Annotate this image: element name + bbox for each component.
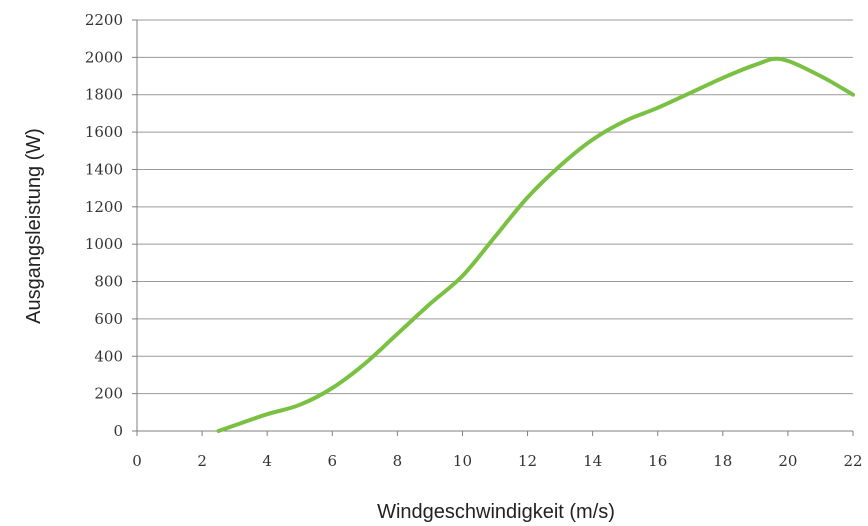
x-tick-label: 12 bbox=[518, 452, 537, 470]
x-tick-label: 20 bbox=[778, 452, 797, 470]
y-tick-label: 1200 bbox=[85, 198, 123, 216]
x-tick-label: 4 bbox=[262, 452, 272, 470]
x-tick-label: 18 bbox=[713, 452, 732, 470]
y-tick-label: 2200 bbox=[85, 11, 123, 29]
x-tick-label: 16 bbox=[648, 452, 667, 470]
axes bbox=[132, 19, 854, 436]
y-tick-label: 800 bbox=[94, 273, 123, 291]
y-tick-label: 400 bbox=[94, 347, 123, 365]
x-tick-label: 14 bbox=[583, 452, 602, 470]
x-tick-label: 10 bbox=[453, 452, 472, 470]
x-axis-title: Windgeschwindigkeit (m/s) bbox=[377, 501, 615, 523]
x-tick-label: 2 bbox=[197, 452, 207, 470]
y-tick-label: 1800 bbox=[85, 86, 123, 104]
gridlines bbox=[137, 19, 853, 395]
y-tick-label: 1000 bbox=[85, 235, 123, 253]
y-tick-label: 200 bbox=[94, 385, 123, 403]
y-tick-label: 1400 bbox=[85, 160, 123, 178]
series-lines bbox=[216, 56, 855, 433]
series-line-0 bbox=[216, 56, 855, 433]
x-tick-label: 22 bbox=[843, 452, 862, 470]
y-tick-label: 0 bbox=[113, 422, 123, 440]
x-tick-label: 8 bbox=[393, 452, 403, 470]
x-tick-labels: 0 2 4 6 8 10 12 14 16 18 20 22 bbox=[132, 452, 862, 470]
y-tick-labels: 0 200 400 600 800 1000 1200 1400 1600 1800 2000 220… bbox=[85, 11, 123, 440]
y-axis-title: Ausgangsleistung (W) bbox=[23, 128, 45, 324]
y-tick-label: 1600 bbox=[85, 123, 123, 141]
x-tick-label: 0 bbox=[132, 452, 142, 470]
x-tick-label: 6 bbox=[327, 452, 337, 470]
y-tick-label: 600 bbox=[94, 310, 123, 328]
y-tick-label: 2000 bbox=[85, 48, 123, 66]
